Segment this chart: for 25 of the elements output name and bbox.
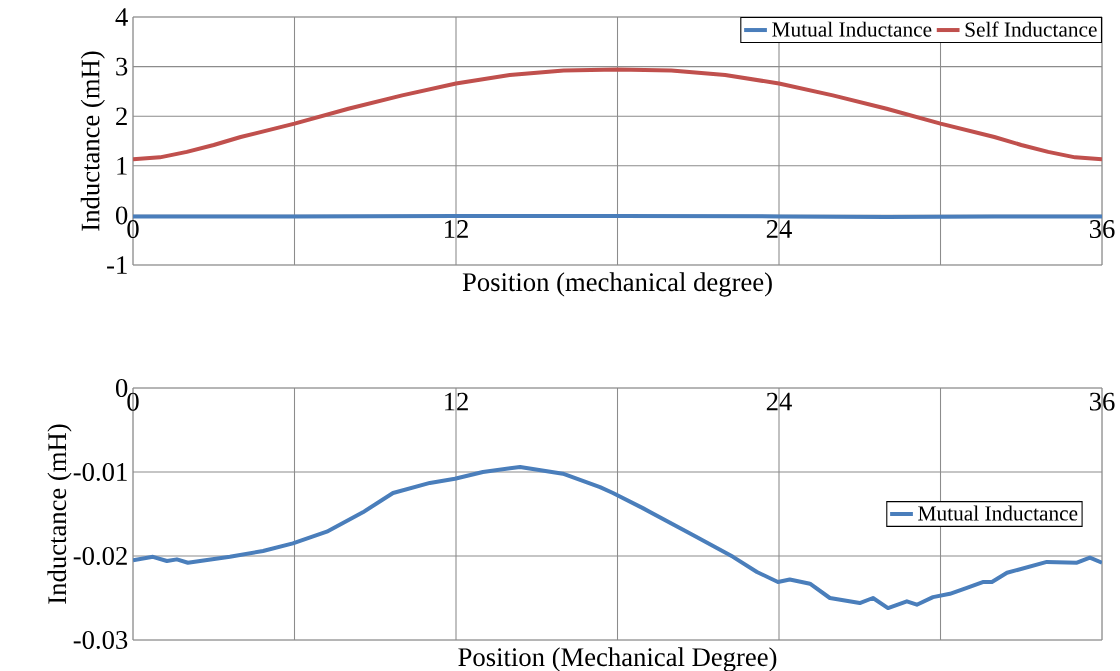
x-tick-label: 36 <box>1089 220 1115 239</box>
legend-label: Mutual Inductance <box>918 505 1078 521</box>
y-tick-label: 1 <box>117 156 127 175</box>
y-tick-label: -1 <box>107 256 127 274</box>
y-tick-label: 4 <box>115 8 128 26</box>
x-tick-label: 24 <box>766 392 792 411</box>
legend-label: Self Inductance <box>965 21 1097 37</box>
x-tick-label: 12 <box>445 220 468 238</box>
x-tick-label: 36 <box>1089 392 1115 411</box>
legend-label: Mutual Inductance <box>772 21 932 37</box>
y-tick-label: 0 <box>115 379 128 397</box>
y-tick-label: 3 <box>116 57 128 76</box>
x-axis-title: Position (mechanical degree) <box>462 272 772 297</box>
y-tick-label: 0 <box>115 206 128 225</box>
line-series <box>133 67 1103 162</box>
x-tick-label: 24 <box>766 220 792 238</box>
x-axis-title: Position (Mechanical Degree) <box>458 647 777 671</box>
y-tick-label: -0.03 <box>73 630 128 650</box>
y-axis-title: Inductance (mH) <box>80 51 105 231</box>
y-tick-label: 2 <box>116 107 127 126</box>
line-series <box>133 464 1103 611</box>
y-tick-label: -0.02 <box>73 546 127 566</box>
y-tick-label: -0.01 <box>73 462 127 482</box>
y-axis-title: Inductance (mH) <box>47 424 72 604</box>
x-tick-label: 12 <box>445 392 468 411</box>
